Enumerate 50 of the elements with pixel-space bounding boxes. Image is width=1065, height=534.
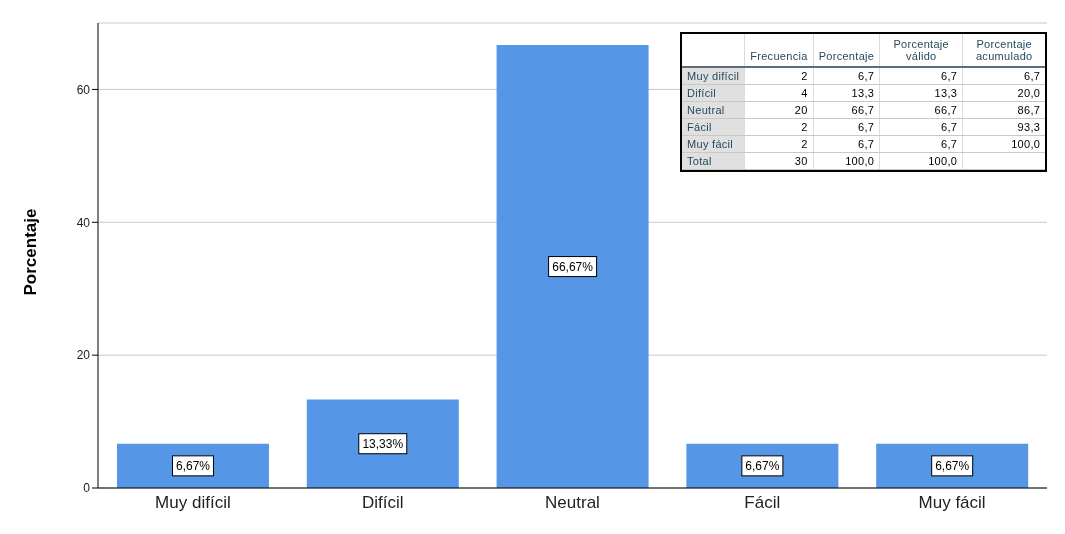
data-label: 6,7: [813, 67, 880, 85]
data-label: 6,7: [879, 67, 963, 85]
data-label: 13,3: [813, 84, 880, 102]
y-axis-title: Porcentaje: [21, 208, 41, 296]
data-label: 66,7: [879, 101, 963, 119]
category-label: Muy difícil: [682, 67, 745, 85]
data-label: 6,7: [813, 118, 880, 136]
y-tick-label: 0: [83, 481, 91, 496]
x-tick-label: Muy difícil: [155, 493, 231, 513]
data-label: 6,7: [813, 135, 880, 153]
x-tick-label: Muy fácil: [918, 493, 986, 513]
data-label: 6,7: [962, 67, 1046, 85]
data-label: 6,67%: [745, 458, 780, 473]
bar: [496, 45, 649, 488]
data-label: 100,0: [813, 152, 880, 170]
data-label: 2: [744, 67, 814, 85]
y-tick-label: 20: [76, 348, 91, 363]
y-tick-label: 60: [76, 82, 91, 97]
data-label: 100,0: [879, 152, 963, 170]
y-tick-label: 40: [76, 215, 91, 230]
text: Porcentaje válido: [879, 34, 963, 67]
text: Porcentaje: [813, 34, 880, 67]
data-label: 66,67%: [552, 259, 594, 274]
data-label: 6,67%: [175, 458, 211, 473]
data-label: 2: [744, 118, 814, 136]
data-label: 6,67%: [935, 458, 970, 473]
data-label: 2: [744, 135, 814, 153]
category-label: Muy fácil: [682, 135, 745, 153]
data-label: 93,3: [962, 118, 1046, 136]
series-label: Frecuencia: [744, 34, 814, 67]
data-label: 20: [744, 101, 814, 119]
x-tick-label: Fácil: [744, 493, 781, 513]
bar: [306, 399, 459, 488]
data-label: 13,33%: [362, 436, 404, 451]
data-label: 6,7: [879, 135, 963, 153]
data-label: 86,7: [962, 101, 1046, 119]
category-label: Difícil: [682, 84, 745, 102]
category-label: Fácil: [682, 118, 745, 136]
data-label: 66,7: [813, 101, 880, 119]
x-tick-label: Difícil: [361, 493, 404, 513]
category-label: Neutral: [682, 101, 745, 119]
data-label: 6,7: [879, 118, 963, 136]
x-tick-label: Neutral: [545, 493, 600, 513]
category-label: Total: [682, 152, 745, 170]
data-label: 20,0: [962, 84, 1046, 102]
data-label: 13,3: [879, 84, 963, 102]
data-label: 4: [744, 84, 814, 102]
data-label: 30: [744, 152, 814, 170]
text: Porcentaje acumulado: [962, 34, 1046, 67]
data-label: 100,0: [962, 135, 1046, 153]
